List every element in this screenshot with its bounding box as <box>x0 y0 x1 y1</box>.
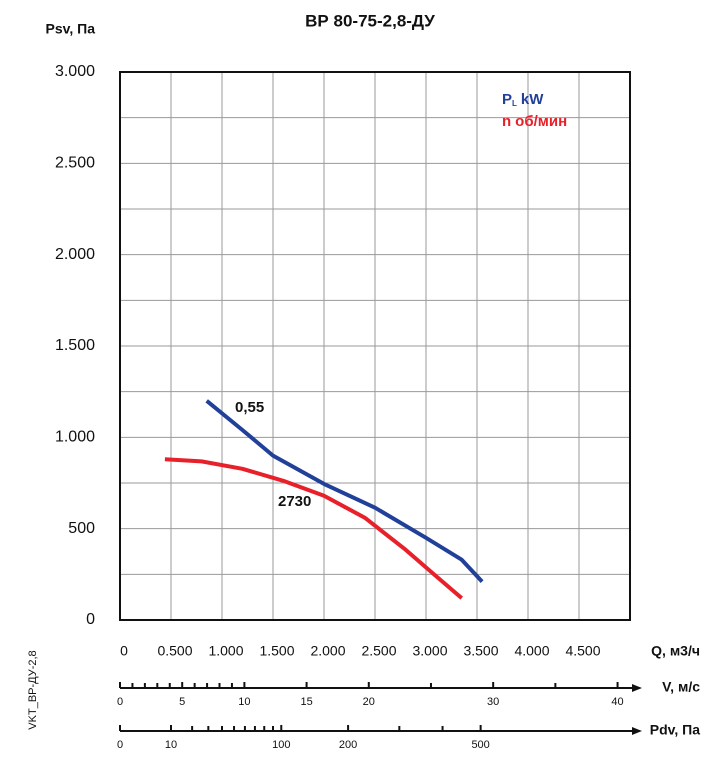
tick-label: 20 <box>363 696 375 708</box>
curve-label: 0,55 <box>235 399 264 416</box>
y-tick-label: 3.000 <box>55 63 95 80</box>
series-line <box>205 399 484 583</box>
x-axis-label: Q, м3/ч <box>651 643 700 659</box>
x-tick-label: 4.500 <box>565 643 600 659</box>
x-tick-label: 1.000 <box>208 643 243 659</box>
tick-label: 100 <box>272 739 290 751</box>
tick-label: 10 <box>238 696 250 708</box>
axis-arrow <box>632 727 642 735</box>
x-tick-label: 0 <box>120 643 128 659</box>
legend-unit: об/мин <box>515 113 567 130</box>
y-tick-label: 1.000 <box>55 429 95 446</box>
tick-label: 5 <box>179 696 185 708</box>
x-tick-label: 1.500 <box>259 643 294 659</box>
y-tick-label: 2.500 <box>55 155 95 172</box>
tick-label: 10 <box>165 739 177 751</box>
x-tick-label: 3.000 <box>412 643 447 659</box>
legend-symbol: n <box>502 113 511 130</box>
tick-label: 30 <box>487 696 499 708</box>
y-tick-label: 2.000 <box>55 246 95 263</box>
legend-entry: n об/мин <box>502 113 567 130</box>
tick-label: 0 <box>117 696 123 708</box>
axis-label: V, м/с <box>662 679 700 695</box>
x-tick-label: 0.500 <box>157 643 192 659</box>
x-tick-label: 4.000 <box>514 643 549 659</box>
x-tick-label: 3.500 <box>463 643 498 659</box>
legend-entry: PL kW <box>502 91 544 108</box>
legend-subscript: L <box>512 99 517 108</box>
side-note: VKT_ВР-ДУ-2,8 <box>27 650 39 729</box>
tick-label: 0 <box>117 739 123 751</box>
axis-label: Pdv, Па <box>650 722 700 738</box>
x-tick-label: 2.000 <box>310 643 345 659</box>
tick-label: 15 <box>300 696 312 708</box>
legend-symbol: P <box>502 91 512 108</box>
chart-title: ВР 80-75-2,8-ДУ <box>305 11 435 30</box>
axis-arrow <box>632 684 642 692</box>
x-tick-label: 2.500 <box>361 643 396 659</box>
y-axis-label: Psv, Па <box>46 21 96 37</box>
legend-unit: kW <box>521 91 544 108</box>
series-line <box>164 457 464 600</box>
curve-label: 2730 <box>278 493 311 510</box>
y-tick-label: 500 <box>68 520 95 537</box>
y-tick-label: 1.500 <box>55 337 95 354</box>
tick-label: 500 <box>471 739 489 751</box>
plot-border <box>119 71 631 621</box>
y-tick-label: 0 <box>86 611 95 628</box>
tick-label: 200 <box>339 739 357 751</box>
tick-label: 40 <box>611 696 623 708</box>
